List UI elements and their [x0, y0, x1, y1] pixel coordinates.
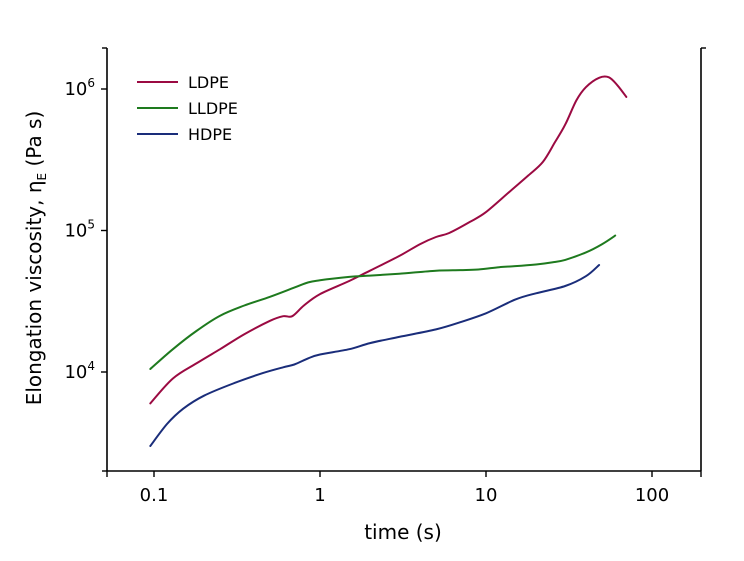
y-tick-label: 104 [64, 359, 95, 383]
y-tick-label: 105 [64, 218, 95, 242]
x-tick-label: 100 [635, 485, 669, 506]
x-tick-label: 1 [314, 485, 325, 506]
series-lines [149, 75, 628, 447]
series-line-lldpe [149, 234, 617, 370]
x-tick-label: 10 [475, 485, 498, 506]
series-line-ldpe [149, 75, 628, 405]
y-tick-label: 106 [64, 76, 95, 100]
legend-label-ldpe: LDPE [188, 73, 229, 92]
x-axis-title: time (s) [364, 520, 442, 544]
legend: LDPE LLDPE HDPE [137, 73, 238, 144]
axes [106, 48, 702, 472]
x-tick-label: 0.1 [140, 485, 169, 506]
legend-label-lldpe: LLDPE [188, 99, 238, 118]
axis-titles: time (s) Elongation viscosity, ηE (Pa s) [22, 111, 442, 544]
y-axis-title: Elongation viscosity, ηE (Pa s) [22, 111, 49, 406]
series-line-hdpe [149, 264, 601, 447]
legend-label-hdpe: HDPE [188, 125, 232, 144]
tick-marks [101, 47, 706, 477]
tick-labels: 0.1 1 10 100 104 105 106 [64, 76, 669, 506]
